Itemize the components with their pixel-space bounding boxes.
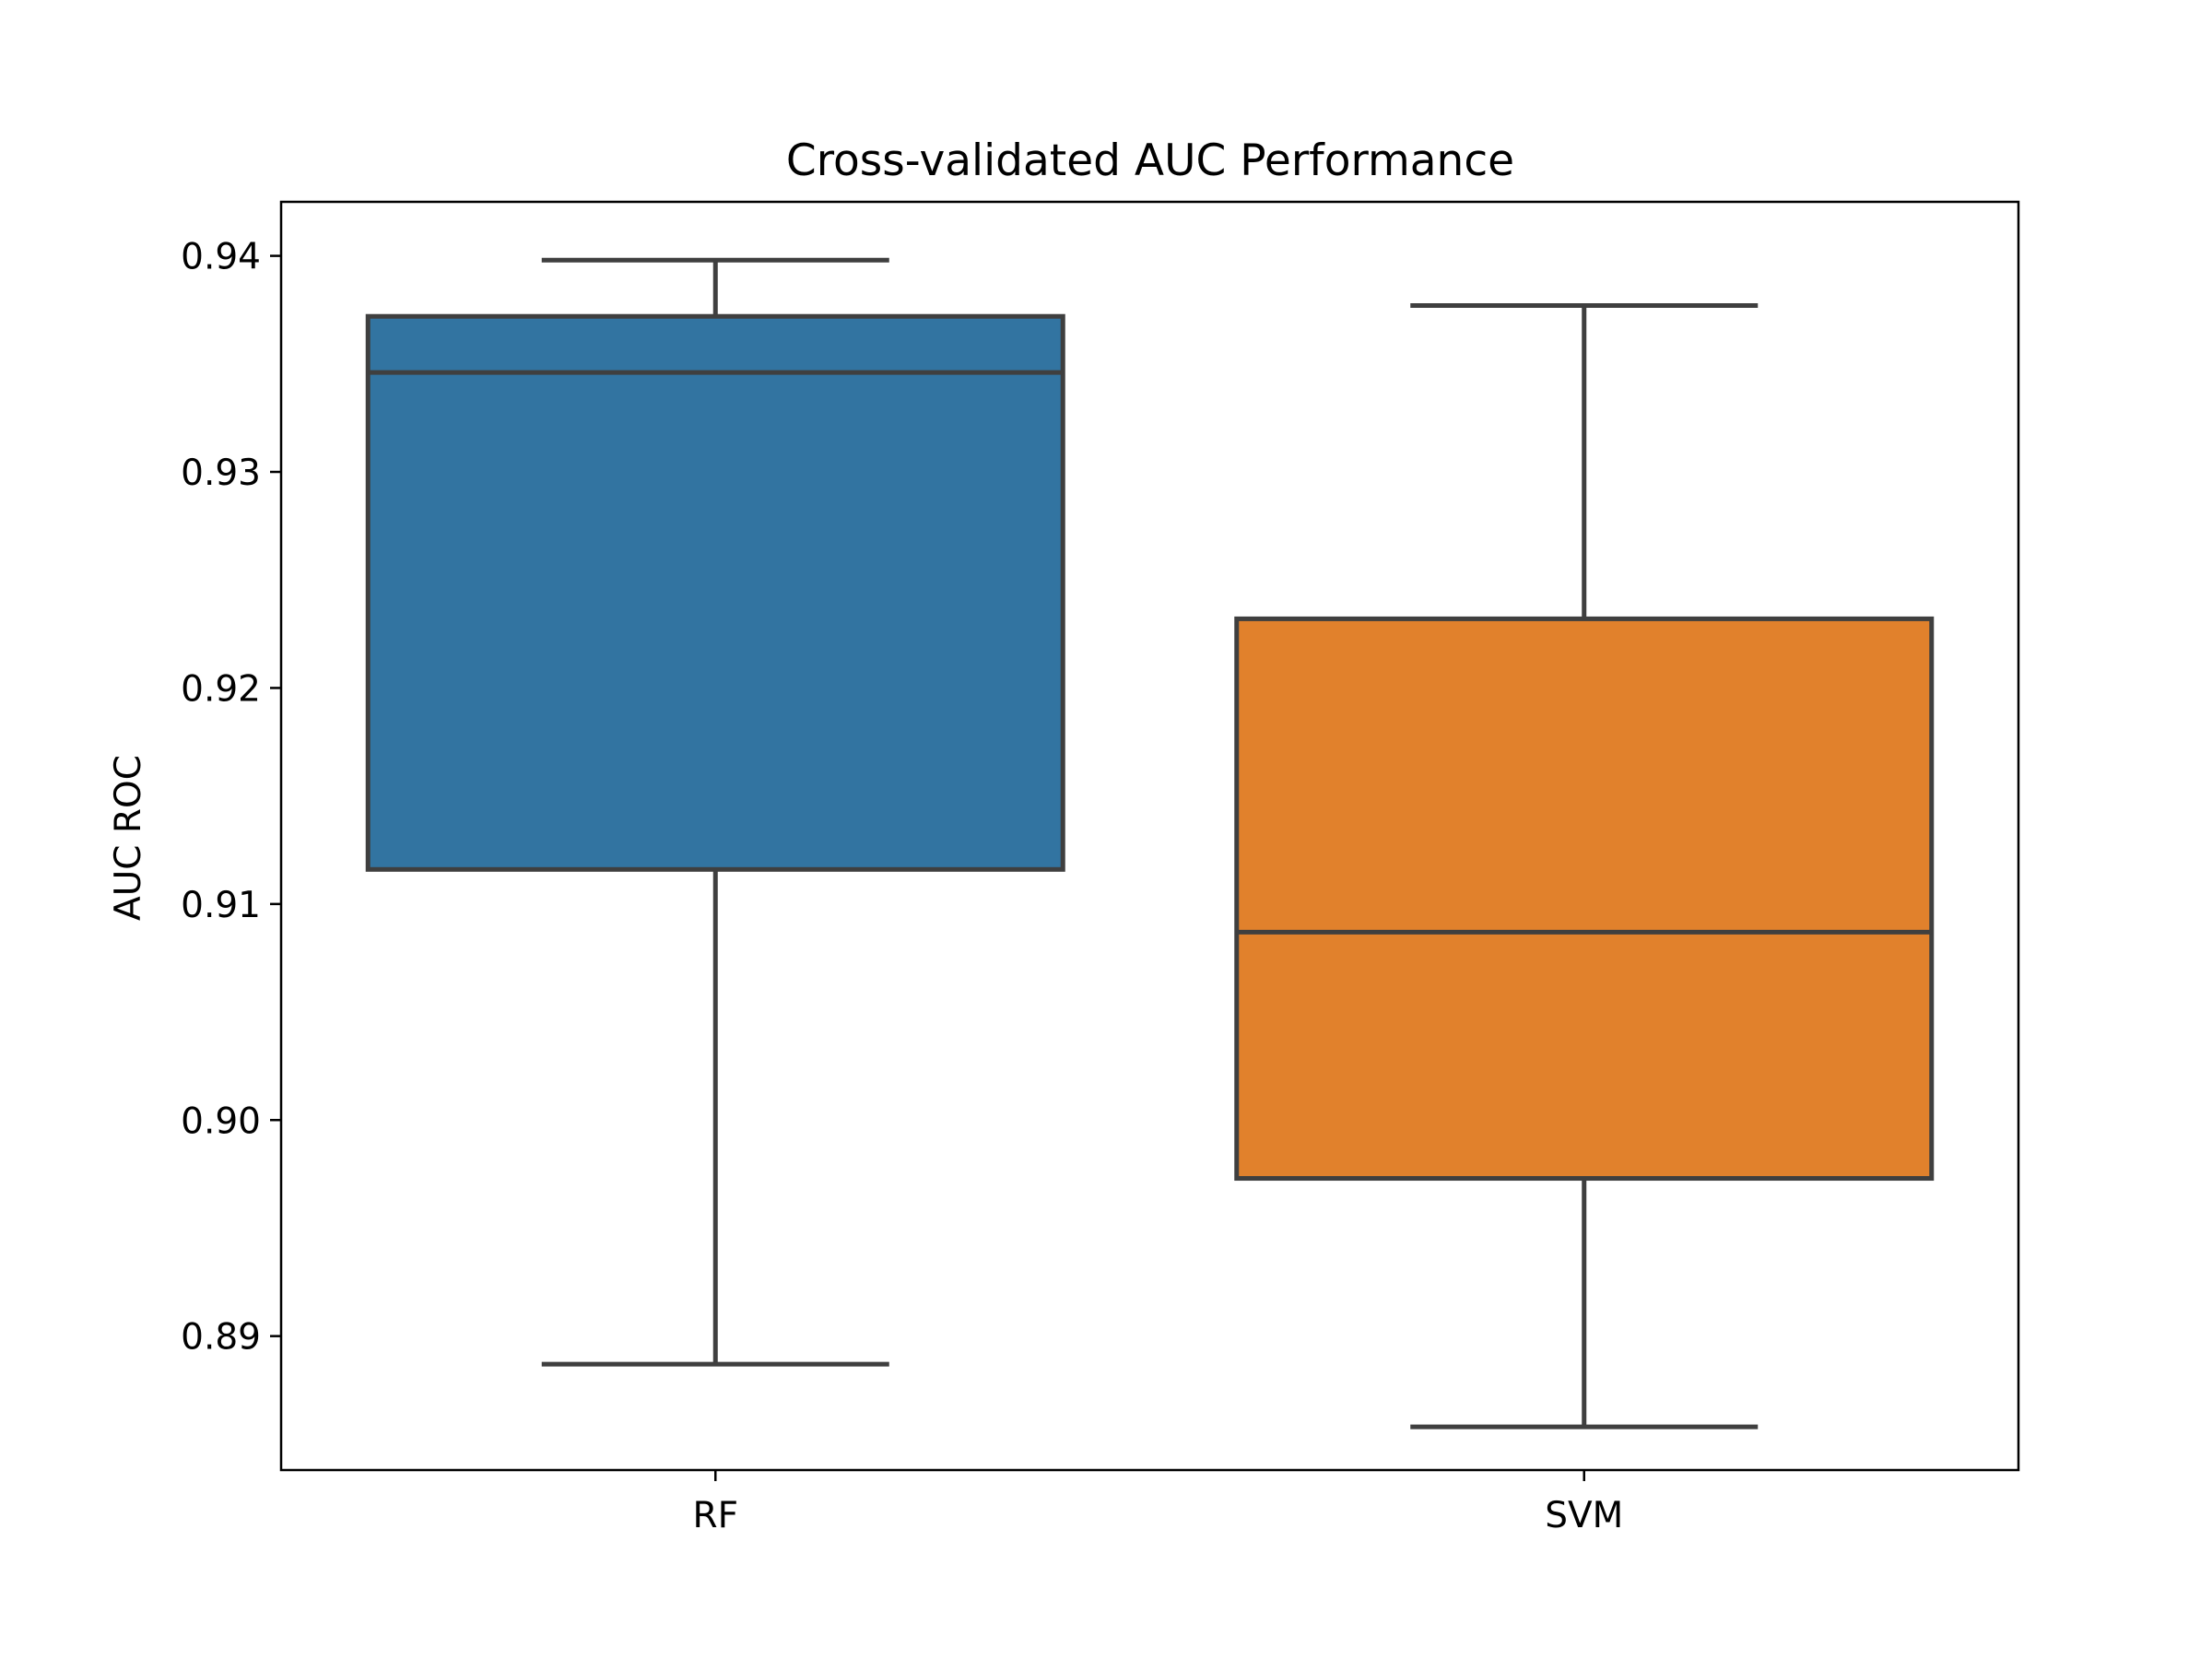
y-tick-label: 0.90 [181, 1100, 261, 1142]
y-tick-label: 0.91 [181, 885, 261, 926]
x-tick-label: SVM [1545, 1495, 1623, 1536]
iqr-box-svm [1234, 616, 1935, 1182]
y-tick-label: 0.93 [181, 453, 261, 494]
box-plots [365, 257, 1935, 1430]
chart-title: Cross-validated AUC Performance [786, 135, 1514, 186]
plot-frame [279, 200, 2020, 1472]
y-tick-label: 0.94 [181, 237, 261, 278]
y-tick-label: 0.89 [181, 1317, 261, 1359]
box-rf [365, 257, 1065, 1367]
y-tick-label: 0.92 [181, 668, 261, 710]
y-axis-ticks: 0.89 0.90 0.91 0.92 0.93 0.94 [181, 237, 281, 1359]
iqr-box-rf [365, 313, 1065, 872]
y-axis-label: AUC ROC [108, 755, 149, 921]
box-svm [1234, 303, 1935, 1430]
x-tick-label: RF [692, 1495, 738, 1536]
x-axis-ticks: RF SVM [692, 1470, 1623, 1536]
